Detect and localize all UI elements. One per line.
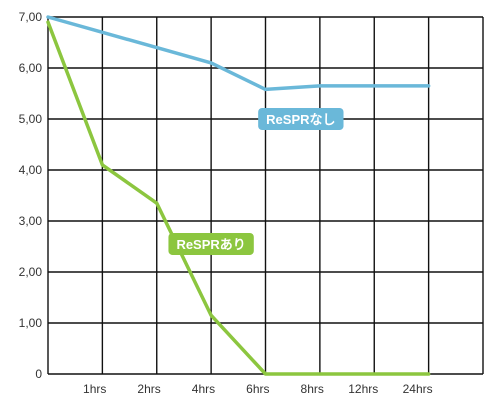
series-label-background	[168, 232, 254, 255]
x-tick-label: 6hrs	[246, 382, 269, 396]
x-tick-label: 12hrs	[348, 382, 378, 396]
x-tick-label: 1hrs	[83, 382, 106, 396]
y-tick-label: 4,00	[19, 163, 43, 177]
y-tick-label: 2,00	[19, 265, 43, 279]
axes: 0 1,00 2,00 3,00 4,00 5,00 6,00 7,00 1hrs 2hrs 4hr…	[19, 10, 433, 396]
grid	[47, 16, 484, 375]
y-tick-label: 3,00	[19, 214, 43, 228]
y-tick-label: 7,00	[19, 10, 43, 24]
y-tick-label: 5,00	[19, 112, 43, 126]
y-tick-label: 1,00	[19, 316, 43, 330]
x-tick-label: 2hrs	[137, 382, 160, 396]
x-tick-label: 4hrs	[192, 382, 215, 396]
series-line	[46, 20, 431, 376]
x-tick-label: 24hrs	[403, 382, 433, 396]
y-tick-label: 0	[35, 367, 42, 381]
series-line	[46, 15, 431, 92]
series-label-badge: ReSPRなし	[258, 108, 344, 130]
series-label-text: ReSPRあり	[176, 237, 245, 252]
series-labels: ReSPRなし ReSPRあり	[168, 108, 344, 255]
series-label-badge: ReSPRあり	[168, 232, 254, 255]
series-label-background	[258, 108, 344, 130]
series-lines	[46, 15, 431, 376]
y-tick-label: 6,00	[19, 61, 43, 75]
x-tick-label: 8hrs	[301, 382, 324, 396]
series-label-text: ReSPRなし	[266, 112, 335, 127]
